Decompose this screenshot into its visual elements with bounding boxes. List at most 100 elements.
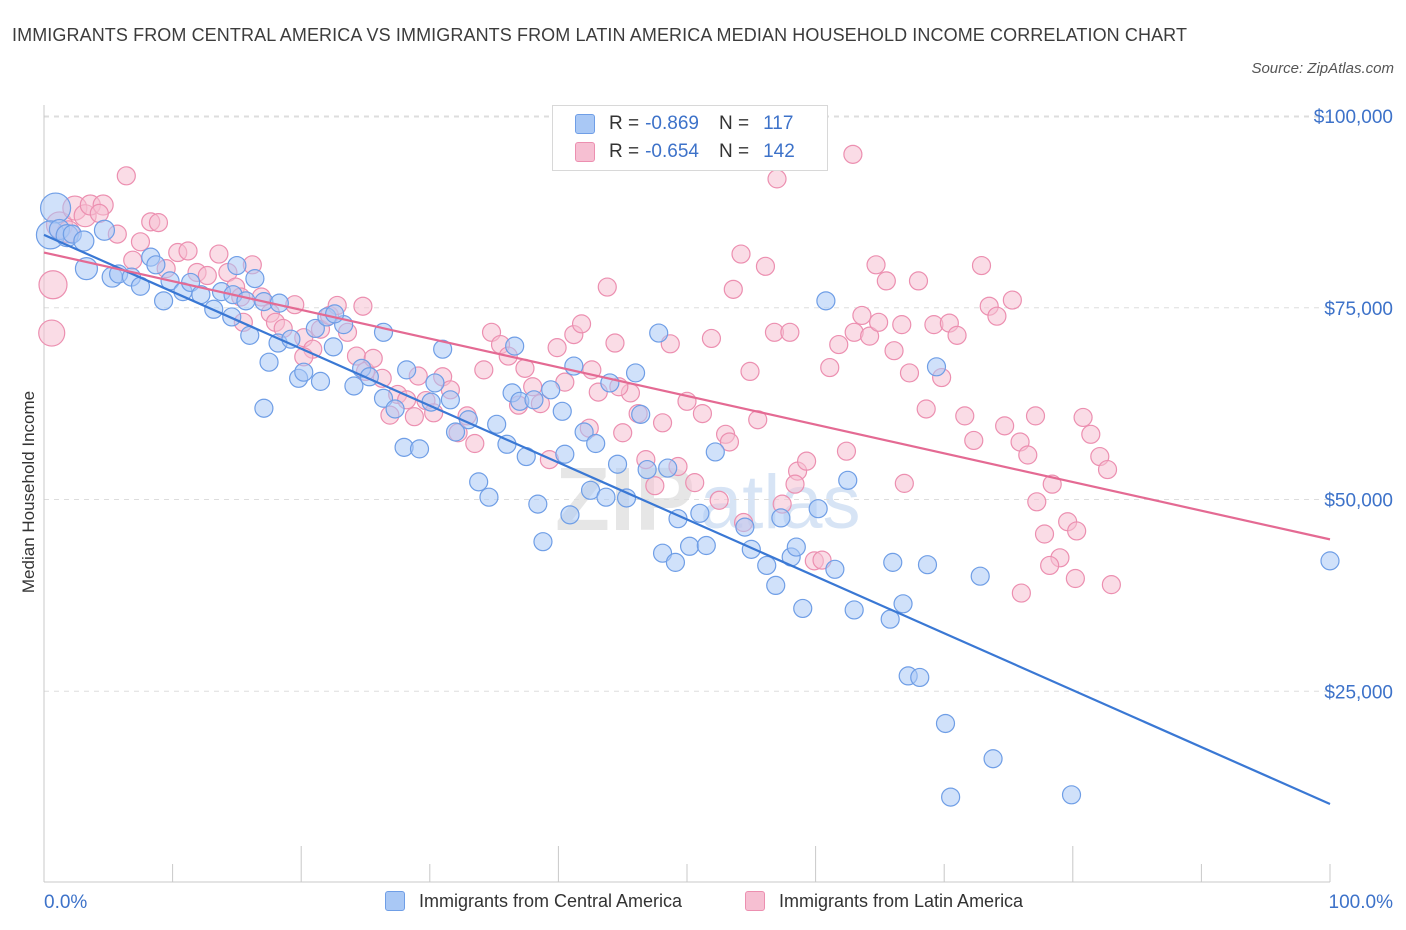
blue-point [1320,551,1340,571]
blue-point [344,376,364,396]
blue-point [917,555,938,575]
blue-point [941,787,961,807]
pink-point [474,360,494,380]
pink-point [116,166,136,186]
pink-point [964,430,984,451]
blue-point [524,390,544,410]
pink-point [353,296,373,316]
blue-point [757,555,777,576]
pink-point [701,328,722,349]
pink-trendline [43,251,1331,541]
chart-source: Source: ZipAtlas.com [1251,60,1394,77]
pink-point [571,314,592,334]
blue-point [926,357,947,377]
x-tick-label: 100.0% [1329,892,1394,913]
blue-point [607,454,628,474]
pink-point [892,315,912,335]
legend-r-value-pink: -0.654 [645,141,699,162]
blue-point [93,219,116,241]
y-tick-label: $75,000 [1324,299,1393,320]
blue-point [637,459,657,480]
pink-point [1101,575,1121,595]
pink-point [38,319,66,347]
bottom-legend-blue: Immigrants from Central America [385,888,682,914]
blue-point [305,318,325,339]
blue-point [793,598,813,619]
blue-point [259,352,279,372]
blue-point [741,539,761,559]
blue-point [574,422,594,442]
blue-point [323,337,343,357]
blue-point [555,444,575,464]
pink-point [605,333,625,353]
legend-swatch-blue [575,114,595,134]
legend-r-label: R = [609,113,640,134]
blue-point [325,304,345,324]
pink-point [866,255,886,275]
blue-point [910,667,930,688]
blue-point [808,499,828,519]
blue-point [766,575,786,596]
blue-point [236,291,256,311]
trend-lines [43,233,1331,806]
blue-point [690,503,710,523]
pink-point [1097,459,1118,480]
pink-point [1034,524,1055,544]
blue-point [254,398,274,418]
pink-point [947,325,967,345]
pink-point [1002,290,1022,310]
legend-n-label: N = [718,113,750,134]
blue-point [838,470,858,490]
blue-trendline [43,233,1331,806]
blue-point [39,192,72,224]
blue-point [227,255,247,276]
blue-point [552,401,572,421]
pink-point [1011,583,1031,603]
pink-point [547,338,567,358]
y-tick-label: $100,000 [1314,107,1393,128]
pink-point [971,255,992,276]
blue-point [844,600,864,620]
legend-n-label: N = [718,141,750,162]
pink-point [1040,555,1060,576]
blue-point [735,517,755,537]
pink-point [899,363,920,383]
pink-point [876,271,896,291]
blue-point [409,439,430,459]
x-tick-label: 0.0% [44,892,87,913]
blue-point [73,230,95,252]
pink-point [767,169,787,189]
legend-row-blue: R = -0.869 N = 117 [575,112,793,136]
blue-point [479,487,499,507]
blue-point [596,487,616,507]
blue-point [281,329,301,349]
pink-point [465,433,485,454]
pink-point [755,256,776,276]
blue-point [893,594,913,614]
blue-point [625,363,646,383]
pink-point [829,334,849,355]
blue-point [970,566,990,586]
pink-point [178,241,198,261]
pink-point [130,232,151,252]
blue-point [825,559,845,579]
pink-point [692,403,713,424]
chart-title: IMMIGRANTS FROM CENTRAL AMERICA VS IMMIG… [12,25,1188,45]
blue-point [397,360,417,380]
pink-point [38,270,68,300]
pink-point [1042,474,1062,494]
pink-point [731,244,751,264]
blue-point [616,488,637,508]
blue-point [679,536,700,556]
pink-point [884,341,904,361]
pink-point [780,322,800,342]
blue-point [541,380,561,400]
blue-point [935,713,956,734]
y-tick-label: $50,000 [1324,491,1393,512]
blue-point [385,399,405,419]
blue-point [983,749,1003,769]
blue-point [1061,785,1082,805]
pink-point [685,473,705,493]
blue-point [696,535,716,556]
blue-point [528,494,548,514]
